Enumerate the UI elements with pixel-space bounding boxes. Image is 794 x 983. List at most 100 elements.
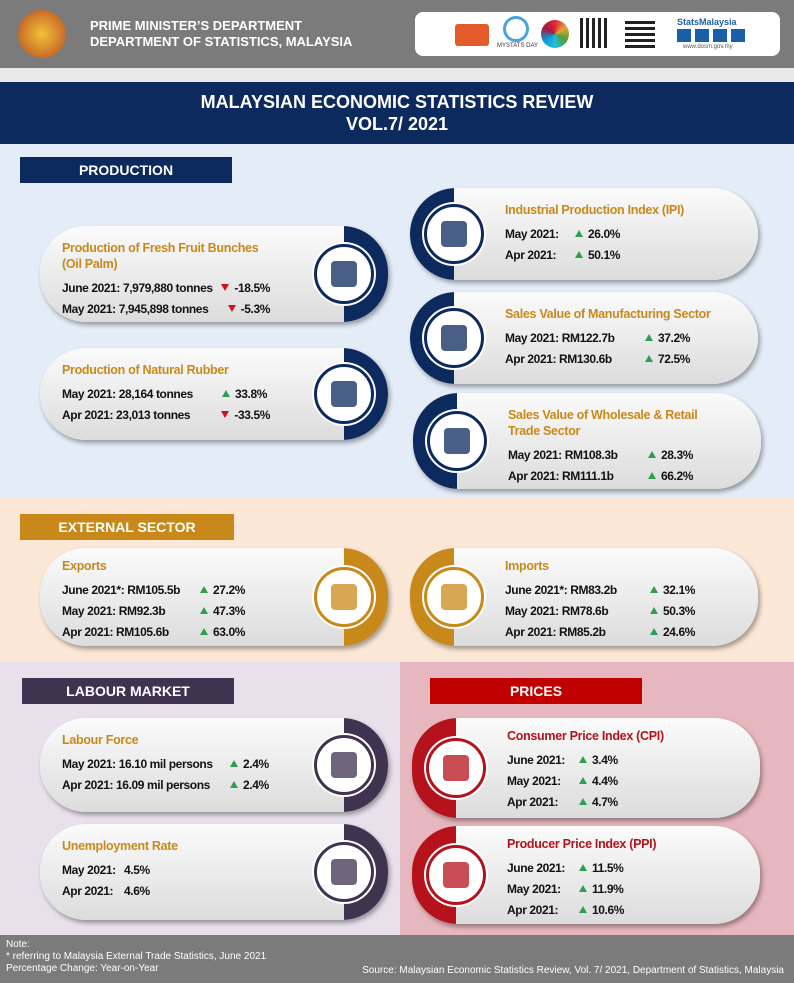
icon-glyph xyxy=(444,428,470,454)
social-icons xyxy=(677,29,747,42)
card-content: Exports June 2021*: RM105.5b 27.2% May 2021… xyxy=(62,558,270,642)
stat-row: Apr 2021: 4.6% xyxy=(62,880,270,901)
stat-row: May 2021: 28,164 tonnes 33.8% xyxy=(62,383,270,404)
card-content: Sales Value of Manufacturing Sector May 2… xyxy=(505,306,713,369)
stat-row: May 2021: RM78.6b 50.3% xyxy=(505,600,713,621)
change-arrow xyxy=(221,411,230,418)
header-text: PRIME MINISTER’S DEPARTMENT DEPARTMENT O… xyxy=(90,18,352,50)
change-arrow xyxy=(230,781,238,788)
stat-card: Exports June 2021*: RM105.5b 27.2% May 2021… xyxy=(40,548,388,646)
notes: Note: * referring to Malaysia External T… xyxy=(6,939,266,975)
icon xyxy=(424,308,484,368)
brand: StatsMalaysia xyxy=(677,17,737,27)
logo-box: MYSTATS DAY StatsMalaysia www.dosm.gov.m… xyxy=(415,12,780,56)
stat-row: June 2021: 11.5% xyxy=(507,857,715,878)
change-arrow xyxy=(579,906,587,913)
icon-glyph xyxy=(331,261,357,287)
card-title: Consumer Price Index (CPI) xyxy=(507,729,664,743)
row-label: June 2021: 7,979,880 tonnes xyxy=(62,280,213,295)
row-label: Apr 2021: RM130.6b xyxy=(505,351,612,366)
stat-row: May 2021: 26.0% xyxy=(505,223,713,244)
row-change: 72.5% xyxy=(658,351,691,366)
row-label: May 2021: xyxy=(505,226,559,241)
change-arrow xyxy=(200,628,208,635)
section-header: LABOUR MARKET xyxy=(22,678,234,704)
row-change: 11.9% xyxy=(592,881,624,896)
icon-glyph xyxy=(441,221,467,247)
stat-card: Production of Fresh Fruit Bunches (Oil P… xyxy=(40,226,388,322)
change-arrow xyxy=(579,798,587,805)
row-label: May 2021: xyxy=(507,881,561,896)
stat-row: May 2021: 11.9% xyxy=(507,878,715,899)
row-change: 2.4% xyxy=(243,777,269,792)
card-title: Exports xyxy=(62,559,107,573)
card-content: Unemployment Rate May 2021: 4.5% Apr 2021: 4… xyxy=(62,838,270,901)
row-label: Apr 2021: xyxy=(507,794,559,809)
logo xyxy=(455,24,489,46)
row-label: May 2021: 7,945,898 tonnes xyxy=(62,301,209,316)
card-content: Production of Natural Rubber May 2021: 28… xyxy=(62,362,270,425)
row-change: -18.5% xyxy=(234,280,270,295)
change-arrow xyxy=(575,251,583,258)
change-arrow xyxy=(650,607,658,614)
row-change: 2.4% xyxy=(243,756,269,771)
row-label: June 2021*: RM83.2b xyxy=(505,582,617,597)
stat-row: June 2021: 3.4% xyxy=(507,749,715,770)
row-change: 10.6% xyxy=(592,902,625,917)
note: Note: xyxy=(6,939,30,950)
row-label: May 2021: 28,164 tonnes xyxy=(62,386,193,401)
card-content: Imports June 2021*: RM83.2b 32.1% May 2021:… xyxy=(505,558,713,642)
logo xyxy=(503,16,529,42)
icon-glyph xyxy=(441,325,467,351)
qr-code xyxy=(625,18,655,48)
change-arrow xyxy=(645,334,653,341)
stat-card: Sales Value of Manufacturing Sector May 2… xyxy=(410,292,758,384)
icon-glyph xyxy=(441,584,467,610)
card-content: Consumer Price Index (CPI) June 2021: 3.4%… xyxy=(507,728,715,812)
section-header: PRODUCTION xyxy=(20,157,232,183)
change-arrow xyxy=(579,777,587,784)
section-header: EXTERNAL SECTOR xyxy=(20,514,234,540)
row-change: 28.3% xyxy=(661,447,694,462)
change-arrow xyxy=(650,628,658,635)
row-label: May 2021: xyxy=(62,862,116,877)
change-arrow xyxy=(579,756,587,763)
stat-row: June 2021*: RM105.5b 27.2% xyxy=(62,579,270,600)
icon-glyph xyxy=(443,862,469,888)
footer: Note: * referring to Malaysia External T… xyxy=(0,935,794,983)
change-arrow xyxy=(230,760,238,767)
row-label: Apr 2021: 23,013 tonnes xyxy=(62,407,191,422)
header-line: DEPARTMENT OF STATISTICS, MALAYSIA xyxy=(90,34,353,49)
row-label: May 2021: 16.10 mil persons xyxy=(62,756,213,771)
stat-row: Apr 2021: RM85.2b 24.6% xyxy=(505,621,713,642)
row-label: Apr 2021: xyxy=(505,247,557,262)
change-arrow xyxy=(579,864,587,871)
row-change: 50.3% xyxy=(663,603,696,618)
change-arrow xyxy=(648,451,656,458)
logo-text: MYSTATS DAY xyxy=(497,43,539,49)
section-header: PRICES xyxy=(430,678,642,704)
card-title: Production of Fresh Fruit Bunches (Oil P… xyxy=(62,241,259,271)
row-change: 3.4% xyxy=(592,752,618,767)
change-arrow xyxy=(579,885,587,892)
stat-row: May 2021: RM108.3b 28.3% xyxy=(508,444,716,465)
change-arrow xyxy=(648,472,656,479)
stat-row: May 2021: 16.10 mil persons 2.4% xyxy=(62,753,270,774)
card-content: Producer Price Index (PPI) June 2021: 11.5… xyxy=(507,836,715,920)
row-change: 26.0% xyxy=(588,226,621,241)
row-label: June 2021: xyxy=(507,860,566,875)
row-change: -33.5% xyxy=(234,407,270,422)
row-change: 33.8% xyxy=(235,386,268,401)
icon xyxy=(424,204,484,264)
change-arrow xyxy=(645,355,653,362)
row-change: 4.4% xyxy=(592,773,618,788)
row-label: Apr 2021: xyxy=(507,902,559,917)
row-label: Apr 2021: RM105.6b xyxy=(62,624,169,639)
title-banner: MALAYSIAN ECONOMIC STATISTICS REVIEW VOL… xyxy=(0,82,794,144)
stat-card: Industrial Production Index (IPI) May 202… xyxy=(410,188,758,280)
icon xyxy=(314,735,374,795)
icon-glyph xyxy=(331,859,357,885)
icon xyxy=(427,411,487,471)
card-title: Sales Value of Manufacturing Sector xyxy=(505,307,711,321)
row-change: 32.1% xyxy=(663,582,696,597)
